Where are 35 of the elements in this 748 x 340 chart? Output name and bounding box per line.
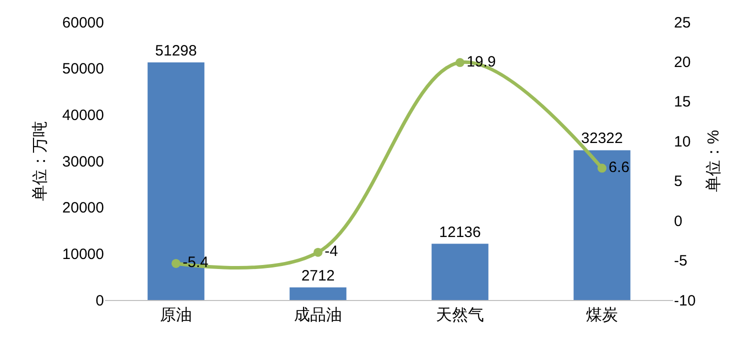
- data-label: 12136: [439, 224, 481, 241]
- y-axis-title: 单位：万吨: [31, 121, 50, 201]
- data-label: -4: [324, 243, 338, 260]
- data-label: 2712: [301, 267, 335, 284]
- y2-tick-label: 20: [674, 54, 691, 71]
- y-tick-label: 50000: [62, 60, 104, 78]
- data-label: 32322: [581, 130, 623, 148]
- y2-tick-label: 0: [674, 212, 682, 230]
- bar: [290, 287, 346, 300]
- y2-tick-label: 15: [674, 94, 691, 111]
- y2-axis-title: 单位：%: [704, 130, 722, 192]
- point: [456, 58, 464, 68]
- data-label: -5.4: [182, 254, 208, 272]
- y2-tick-label: 5: [674, 173, 682, 190]
- y2-tick-label: -5: [674, 252, 688, 270]
- data-label: 51298: [155, 42, 197, 60]
- x-tick-label: 煤炭: [586, 306, 618, 324]
- x-tick-label: 原油: [160, 306, 192, 324]
- point: [172, 258, 180, 268]
- y-tick-label: 40000: [62, 106, 104, 124]
- point: [598, 164, 606, 173]
- y-tick-label: 20000: [62, 200, 104, 217]
- y2-tick-label: 10: [674, 133, 691, 150]
- y2-tick-label: 25: [674, 14, 691, 32]
- x-tick-label: 天然气: [436, 307, 484, 324]
- y-tick-label: 10000: [62, 246, 104, 263]
- data-label: 6.6: [608, 158, 630, 176]
- y-tick-label: 60000: [62, 14, 104, 32]
- y-tick-label: 0: [96, 292, 104, 310]
- y2-tick-label: -10: [674, 292, 696, 310]
- bar: [432, 244, 488, 300]
- x-tick-label: 成品油: [294, 306, 342, 324]
- point: [314, 248, 322, 257]
- y-tick-label: 30000: [62, 153, 104, 170]
- bar: [574, 150, 630, 300]
